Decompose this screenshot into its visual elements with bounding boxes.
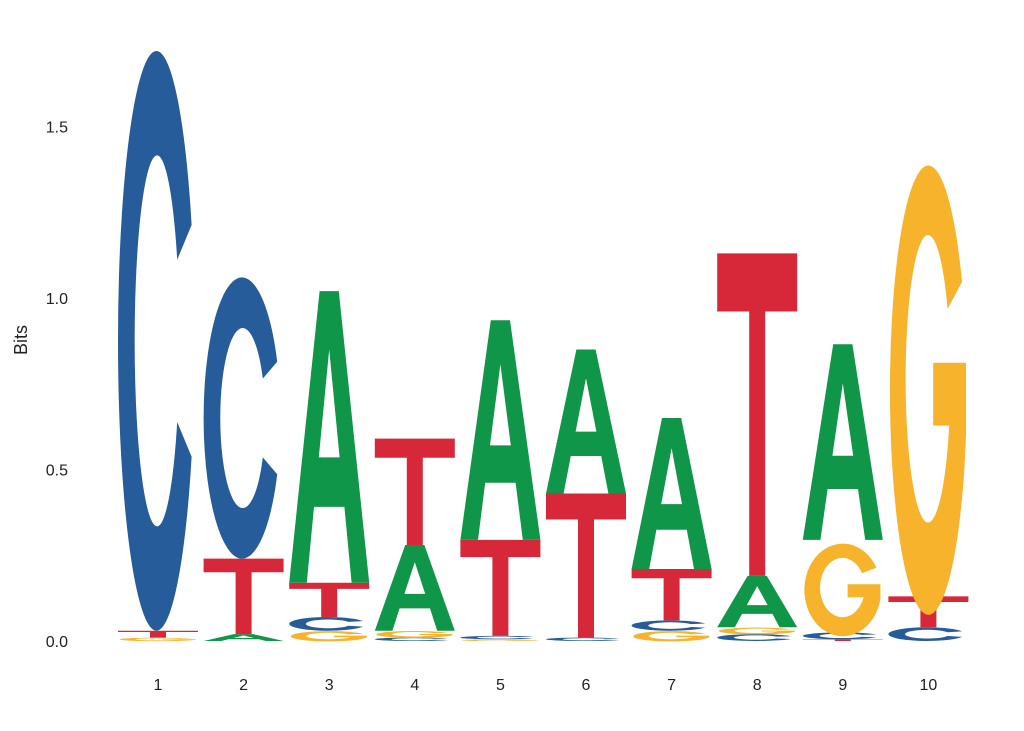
logo-letter-G xyxy=(461,639,538,642)
logo-letter-T xyxy=(203,558,284,635)
logo-letter-C xyxy=(289,616,363,631)
logo-letter-T xyxy=(460,539,541,636)
logo-letter-G xyxy=(804,543,881,637)
logo-column xyxy=(717,253,798,641)
logo-column xyxy=(546,349,626,641)
logo-column xyxy=(203,277,284,641)
y-tick-label: 0.0 xyxy=(46,634,68,651)
logo-letter-A xyxy=(717,575,798,628)
x-tick-label: 2 xyxy=(239,677,248,694)
logo-letter-T xyxy=(289,582,370,617)
x-tick-label: 8 xyxy=(753,677,762,694)
logo-letter-A xyxy=(546,349,626,494)
logo-letter-C xyxy=(802,632,877,640)
logo-letter-C xyxy=(118,51,192,631)
logo-column xyxy=(289,291,370,642)
logo-letter-C xyxy=(203,277,278,559)
y-tick-label: 1.5 xyxy=(46,120,68,137)
logo-letter-A xyxy=(802,344,883,540)
logo-letter-C xyxy=(717,634,791,641)
logo-letter-G xyxy=(376,630,453,638)
x-tick-label: 9 xyxy=(838,677,847,694)
logo-letter-C xyxy=(460,635,534,640)
logo-letter-G xyxy=(889,165,966,615)
logo-letter-A xyxy=(203,634,284,641)
y-tick-label: 0.5 xyxy=(46,463,68,480)
x-tick-label: 10 xyxy=(920,677,938,694)
logo-column xyxy=(631,418,712,642)
logo-column xyxy=(802,344,883,641)
logo-letter-G xyxy=(290,631,367,642)
logo-letter-T xyxy=(631,568,712,621)
x-tick-label: 7 xyxy=(667,677,676,694)
logo-column xyxy=(460,320,541,642)
logo-letter-T xyxy=(546,493,626,638)
logo-letter-C xyxy=(374,637,449,641)
logo-letter-C xyxy=(631,620,706,631)
logo-letter-G xyxy=(633,631,710,642)
logo-letter-A xyxy=(631,418,712,569)
logo-letter-C xyxy=(546,637,620,641)
x-tick-label: 3 xyxy=(325,677,334,694)
logo-letter-G xyxy=(718,627,795,635)
x-tick-label: 4 xyxy=(410,677,419,694)
x-tick-label: 6 xyxy=(582,677,591,694)
logo-letter-T xyxy=(374,438,455,545)
logo-letter-G xyxy=(119,637,196,642)
logo-letter-T xyxy=(802,639,883,641)
logo-letter-C xyxy=(888,627,962,641)
logo-letter-A xyxy=(374,544,455,631)
y-axis-label: Bits xyxy=(11,325,31,355)
logo-column xyxy=(118,51,198,642)
x-tick-label: 1 xyxy=(154,677,163,694)
x-tick-label: 5 xyxy=(496,677,505,694)
logo-column xyxy=(374,438,455,641)
y-tick-label: 1.0 xyxy=(46,291,68,308)
logo-letter-A xyxy=(460,320,541,540)
logo-letter-T xyxy=(717,253,798,576)
logo-column xyxy=(888,165,969,641)
logo-letter-A xyxy=(289,291,370,583)
logo-letter-T xyxy=(118,630,198,638)
